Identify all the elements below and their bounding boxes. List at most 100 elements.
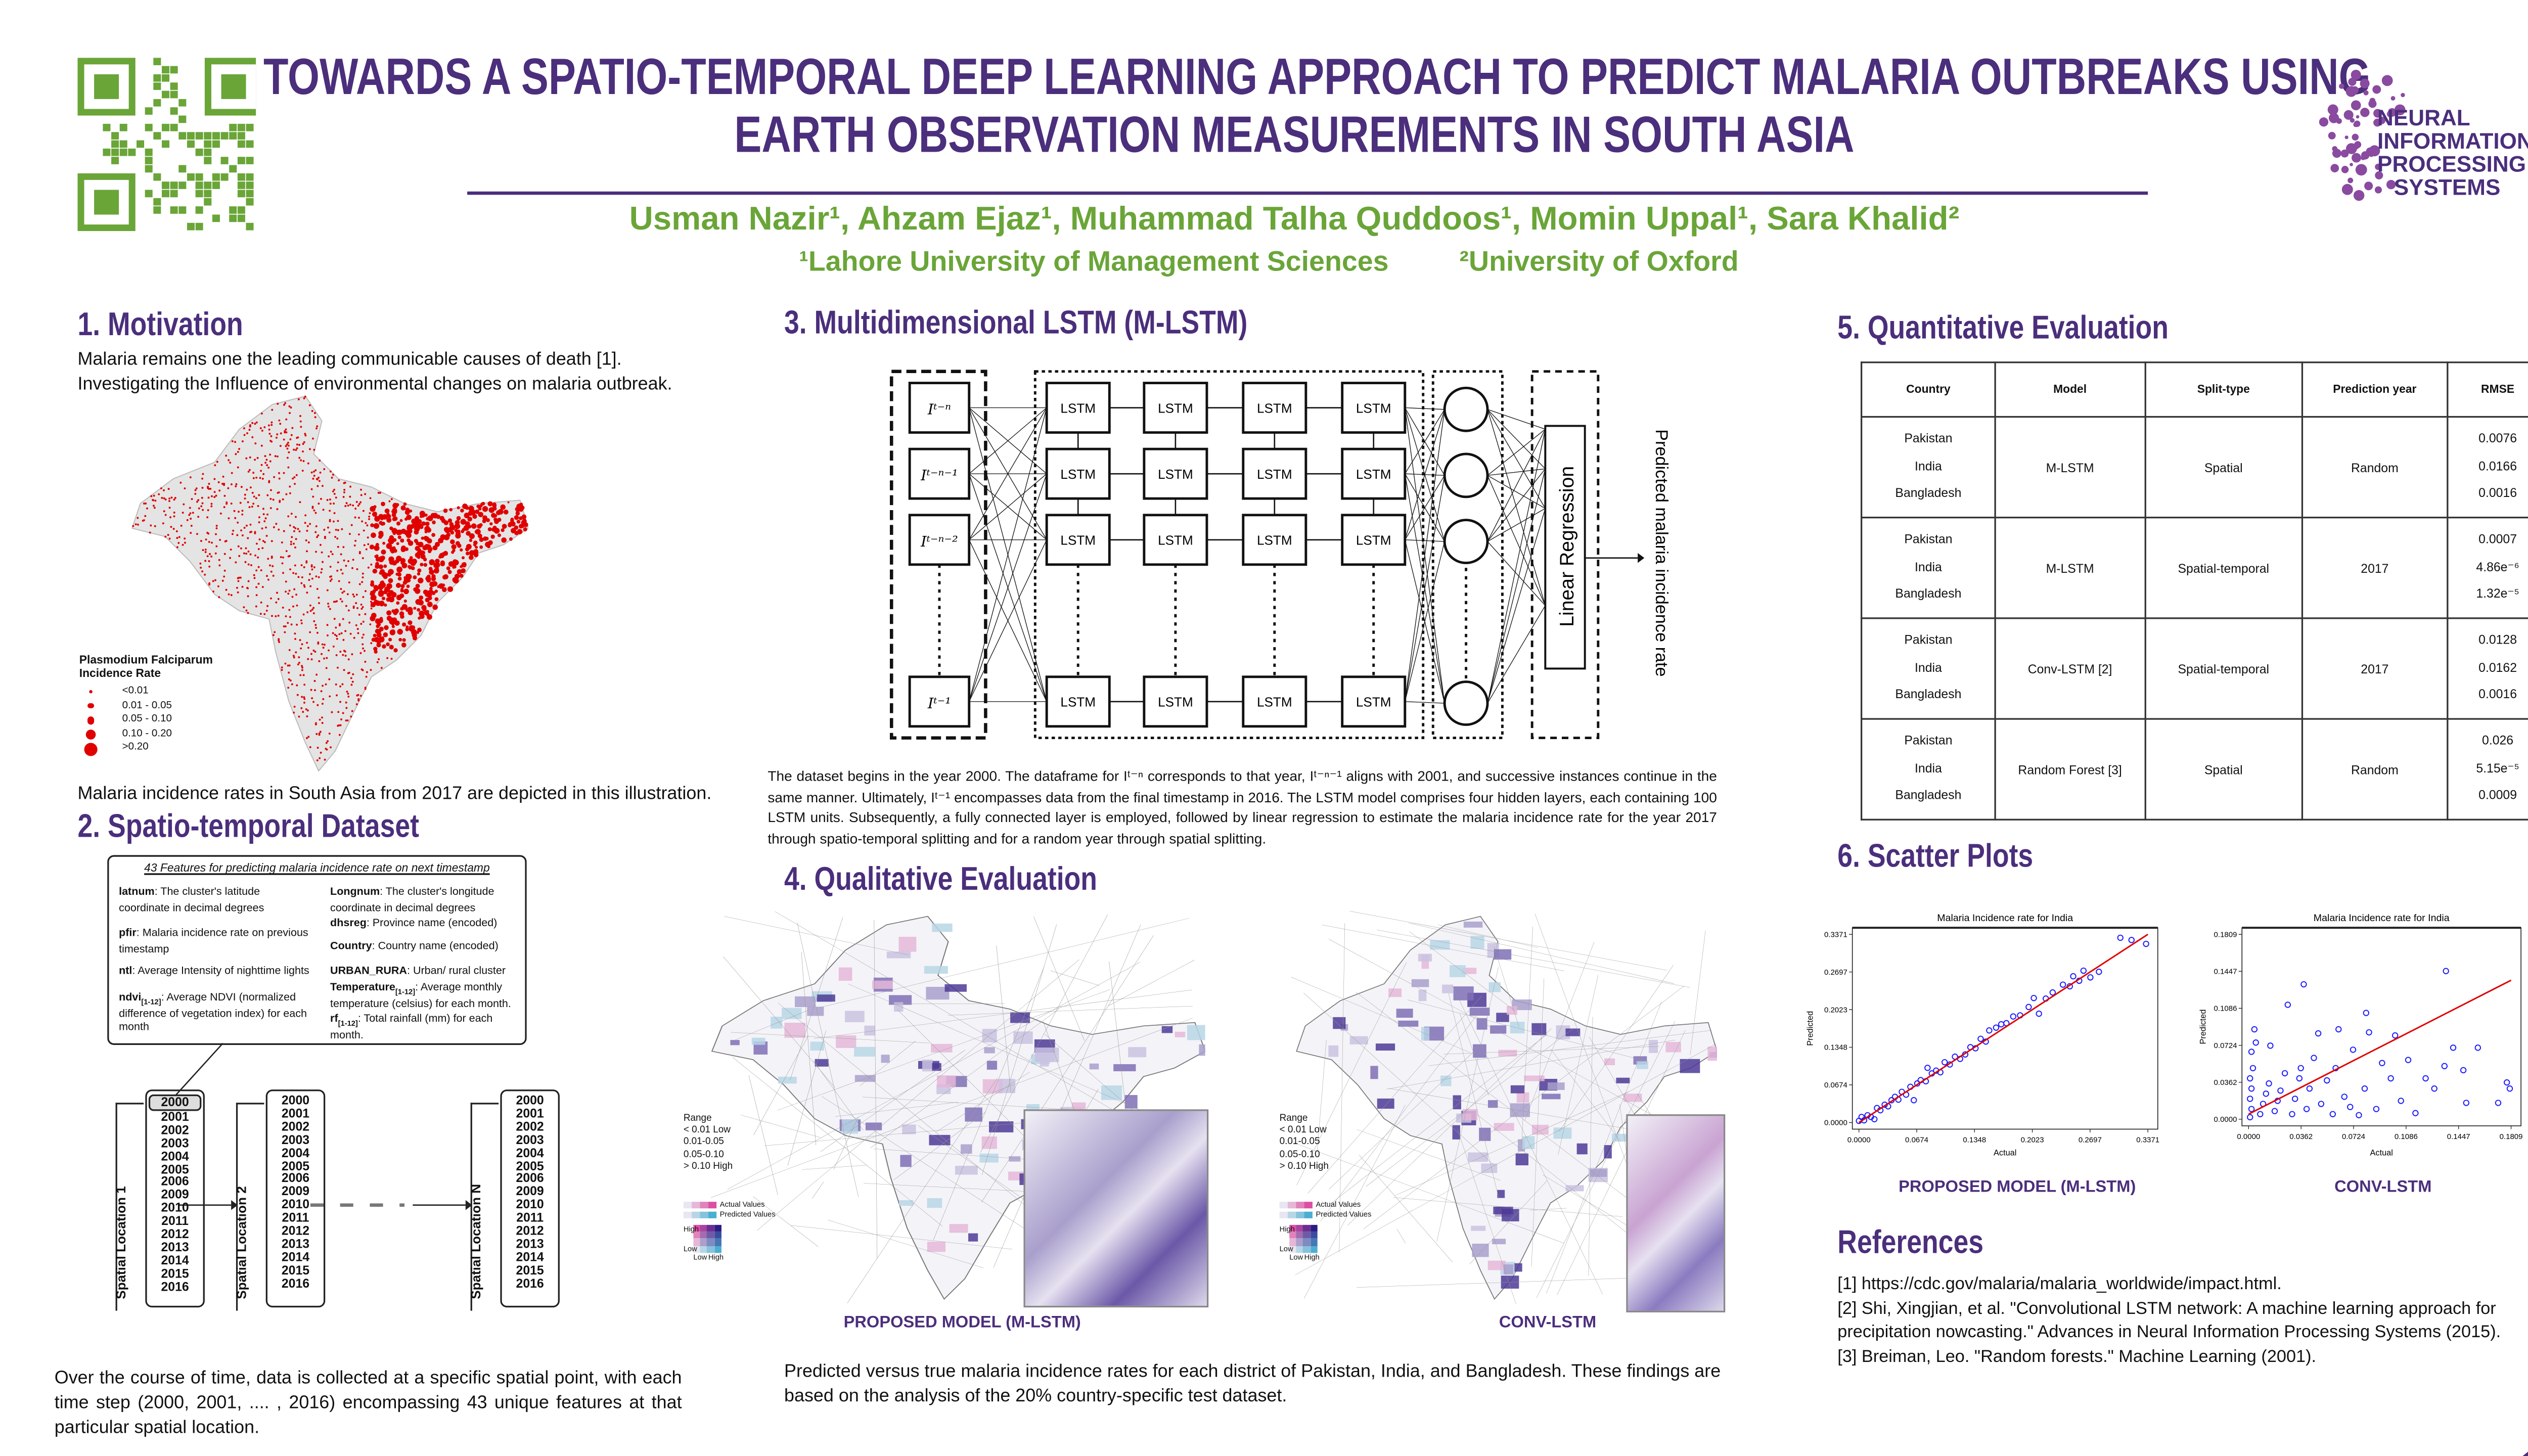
incidence-dot xyxy=(249,486,252,489)
district-patch xyxy=(1531,1023,1547,1035)
incidence-dot xyxy=(489,522,493,526)
incidence-dot xyxy=(197,516,200,518)
year-item: 2009 xyxy=(161,1187,189,1203)
incidence-dot xyxy=(250,564,252,566)
incidence-dot xyxy=(213,496,216,498)
incidence-dot xyxy=(515,511,520,516)
incidence-dot xyxy=(306,737,308,739)
incidence-dot xyxy=(351,680,354,683)
district-patch xyxy=(1421,1027,1430,1041)
district-patch xyxy=(1199,1044,1205,1056)
incidence-dot xyxy=(288,649,291,651)
incidence-dot xyxy=(406,514,412,520)
incidence-dot xyxy=(333,492,336,495)
district-patch xyxy=(1648,1040,1658,1053)
incidence-dot xyxy=(143,503,145,505)
incidence-dot xyxy=(424,536,430,542)
incidence-dot xyxy=(356,568,358,570)
incidence-dot xyxy=(409,626,414,632)
incidence-dot xyxy=(449,522,454,527)
incidence-dot xyxy=(329,498,331,500)
incidence-dot xyxy=(364,661,367,663)
scatter-point xyxy=(2373,1106,2380,1112)
incidence-dot xyxy=(333,503,335,505)
incidence-dot xyxy=(362,557,364,560)
incidence-dot xyxy=(469,538,473,542)
district-patch xyxy=(1516,1092,1529,1103)
incidence-dot xyxy=(304,522,306,524)
incidence-dot xyxy=(213,491,216,493)
incidence-dot xyxy=(314,723,317,725)
district-patch xyxy=(898,936,917,952)
incidence-dot xyxy=(173,511,175,514)
scatter-point xyxy=(2248,1106,2255,1112)
incidence-dot xyxy=(205,538,207,541)
incidence-dot xyxy=(358,503,360,505)
incidence-dot xyxy=(298,530,301,533)
incidence-dot xyxy=(308,448,311,450)
incidence-dot xyxy=(268,432,271,435)
incidence-dot xyxy=(454,523,461,529)
incidence-dot xyxy=(370,607,373,610)
incidence-dot xyxy=(278,641,281,643)
incidence-dot xyxy=(137,523,139,526)
year-item: 2011 xyxy=(161,1213,189,1228)
incidence-dot xyxy=(423,563,428,567)
svg-text:LSTM: LSTM xyxy=(1060,400,1096,416)
incidence-dot xyxy=(301,669,303,671)
incidence-dot xyxy=(255,497,257,499)
incidence-dot xyxy=(219,512,222,515)
incidence-dot xyxy=(243,427,245,430)
scatter-point xyxy=(2297,1065,2304,1072)
incidence-dot xyxy=(432,520,436,525)
incidence-dot xyxy=(284,631,286,633)
poster-title-line2: EARTH OBSERVATION MEASUREMENTS IN SOUTH … xyxy=(734,105,1855,164)
incidence-dot xyxy=(234,441,237,443)
y-tick-label: 0.3371 xyxy=(1824,930,1847,939)
incidence-dot xyxy=(357,632,359,634)
incidence-dot xyxy=(443,534,450,540)
incidence-dot xyxy=(253,495,255,498)
incidence-dot xyxy=(347,693,349,695)
qual-caption-convlstm: CONV-LSTM xyxy=(1499,1314,1597,1333)
incidence-dot xyxy=(370,642,373,645)
incidence-dot xyxy=(388,638,392,642)
incidence-dot xyxy=(428,567,433,571)
incidence-dot xyxy=(253,577,256,579)
scatter-point xyxy=(2306,1085,2313,1092)
incidence-dot xyxy=(352,559,354,561)
dataset-heading: 2. Spatio-temporal Dataset xyxy=(77,809,420,845)
incidence-dot xyxy=(355,703,358,705)
incidence-dot xyxy=(416,630,420,634)
incidence-dot xyxy=(415,583,420,588)
y-tick-label: 0.1348 xyxy=(1824,1043,1847,1052)
incidence-dot xyxy=(282,556,284,559)
district-patch xyxy=(1479,1127,1491,1141)
incidence-dot xyxy=(336,600,338,603)
bivariate-cell xyxy=(1296,1245,1303,1253)
incidence-dot xyxy=(401,563,408,569)
incidence-dot xyxy=(448,561,454,567)
incidence-dot xyxy=(370,601,372,603)
incidence-dot xyxy=(370,563,373,566)
year-item: 2005 xyxy=(516,1158,544,1173)
year-cell: Random xyxy=(2301,718,2448,821)
incidence-dot xyxy=(293,448,295,451)
incidence-dot xyxy=(270,597,272,600)
legend-item: <0.01 xyxy=(82,685,172,699)
incidence-dot xyxy=(201,477,204,480)
incidence-dot xyxy=(389,526,393,530)
incidence-dot xyxy=(315,673,318,676)
incidence-dot xyxy=(271,408,274,411)
year-item: 2002 xyxy=(516,1119,544,1134)
incidence-dot xyxy=(313,509,315,512)
countries-cell: Pakistan India Bangladesh xyxy=(1861,718,1996,821)
incidence-dot xyxy=(457,506,460,510)
district-patch xyxy=(810,1041,824,1051)
bivariate-cell xyxy=(693,1239,701,1246)
incidence-dot xyxy=(182,543,184,546)
incidence-dot xyxy=(167,488,170,490)
incidence-dot-icon xyxy=(84,742,98,756)
incidence-dot xyxy=(184,541,186,544)
